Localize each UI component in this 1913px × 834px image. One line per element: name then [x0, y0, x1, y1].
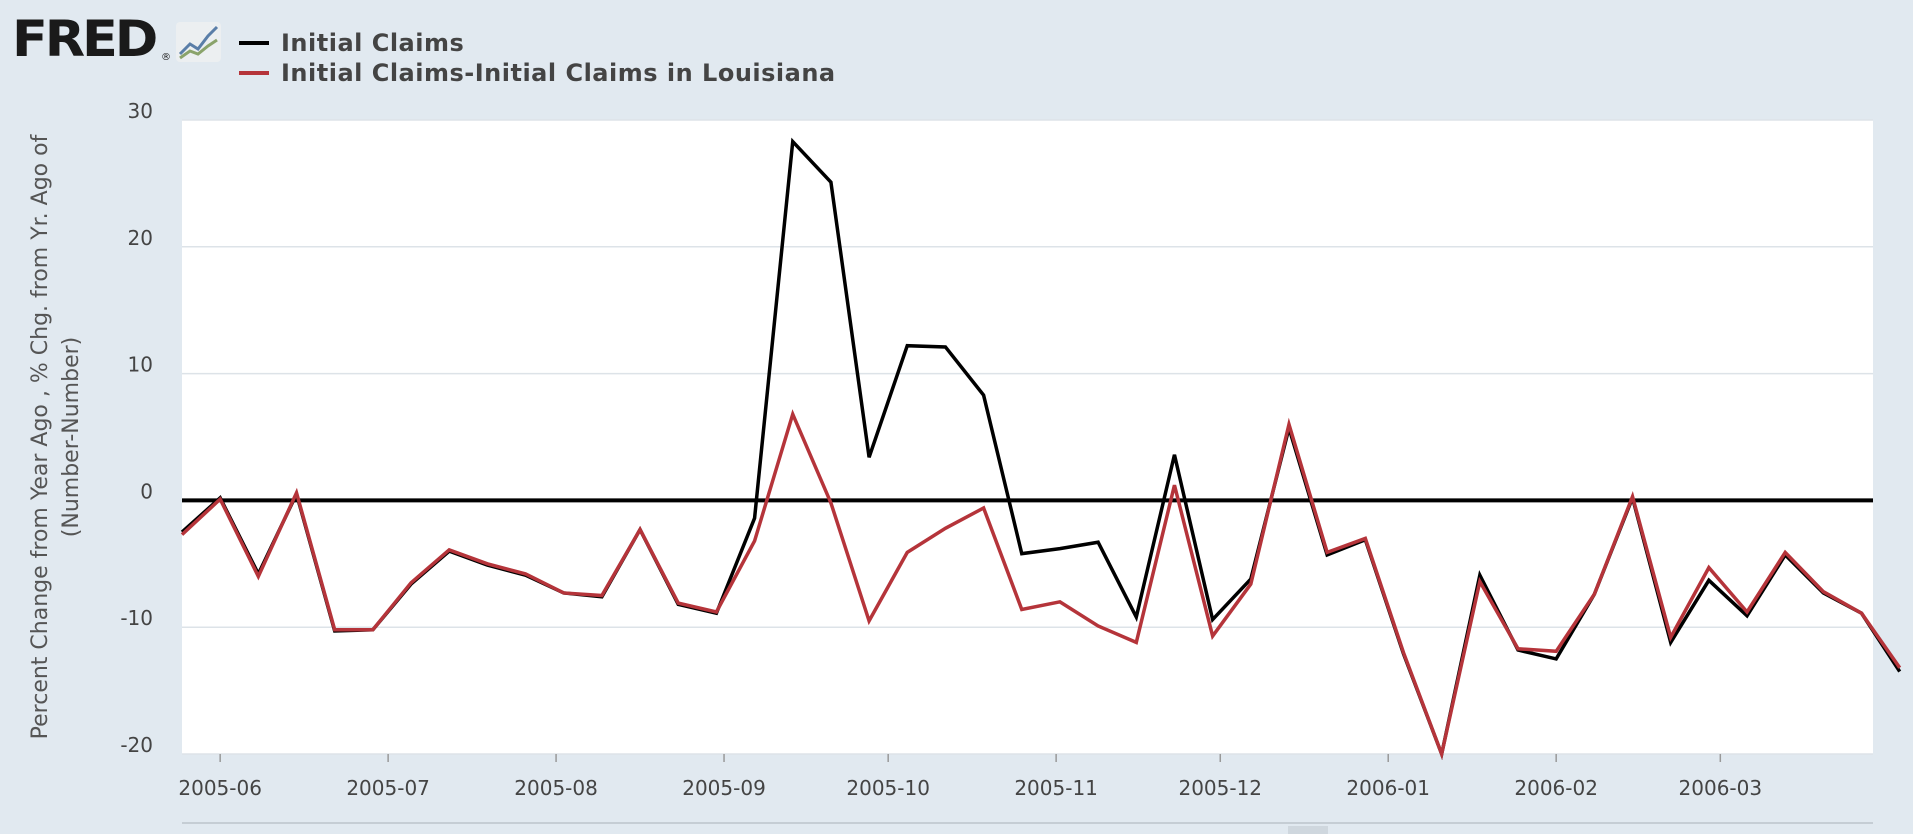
x-tick-label: 2005-06 [178, 776, 262, 800]
x-tick-label: 2005-12 [1178, 776, 1262, 800]
legend-item-louisiana[interactable]: Initial Claims-Initial Claims in Louisia… [239, 59, 836, 87]
legend-item-initial-claims[interactable]: Initial Claims [239, 29, 464, 57]
x-tick-label: 2005-09 [682, 776, 766, 800]
y-tick-label: -10 [120, 606, 153, 630]
plot-area [182, 120, 1873, 754]
y-tick-label: 30 [128, 99, 153, 123]
series-line-louisiana[interactable] [180, 409, 1902, 761]
y-axis-title-line-1: Percent Change from Year Ago , % Chg. fr… [28, 133, 53, 739]
y-axis-title-line-2: (Number-Number) [59, 337, 84, 537]
fred-logo[interactable]: FRED [12, 10, 158, 68]
fred-graph-icon [176, 22, 221, 62]
range-navigator-handle[interactable] [1288, 826, 1328, 834]
x-tick-label: 2005-08 [514, 776, 598, 800]
chart-header: FRED ® Initial Claims Initial Claims-Ini… [0, 0, 1913, 100]
legend-swatch-louisiana [239, 71, 269, 75]
x-tick-label: 2006-01 [1346, 776, 1430, 800]
grid-lines [182, 119, 1873, 755]
x-tick-label: 2005-11 [1014, 776, 1098, 800]
x-tick-label: 2005-10 [846, 776, 930, 800]
y-tick-label: 0 [140, 479, 153, 503]
y-tick-label: 20 [128, 226, 153, 250]
series-lines [180, 137, 1902, 761]
x-tick-label: 2006-02 [1514, 776, 1598, 800]
legend-label-initial-claims: Initial Claims [281, 29, 465, 57]
x-tick-label: 2005-07 [346, 776, 430, 800]
y-tick-label: 10 [128, 353, 153, 377]
x-tick-label: 2006-03 [1679, 776, 1763, 800]
legend-swatch-initial-claims [239, 41, 269, 45]
registered-mark: ® [161, 52, 171, 63]
x-axis-ticks: 2005-06 2005-07 2005-08 2005-09 2005-10 2005-… [178, 754, 1762, 800]
y-axis-ticks: 30 20 10 0 -10 -20 [120, 99, 153, 757]
y-tick-label: -20 [120, 733, 153, 757]
legend-label-louisiana: Initial Claims-Initial Claims in Louisia… [281, 59, 836, 87]
